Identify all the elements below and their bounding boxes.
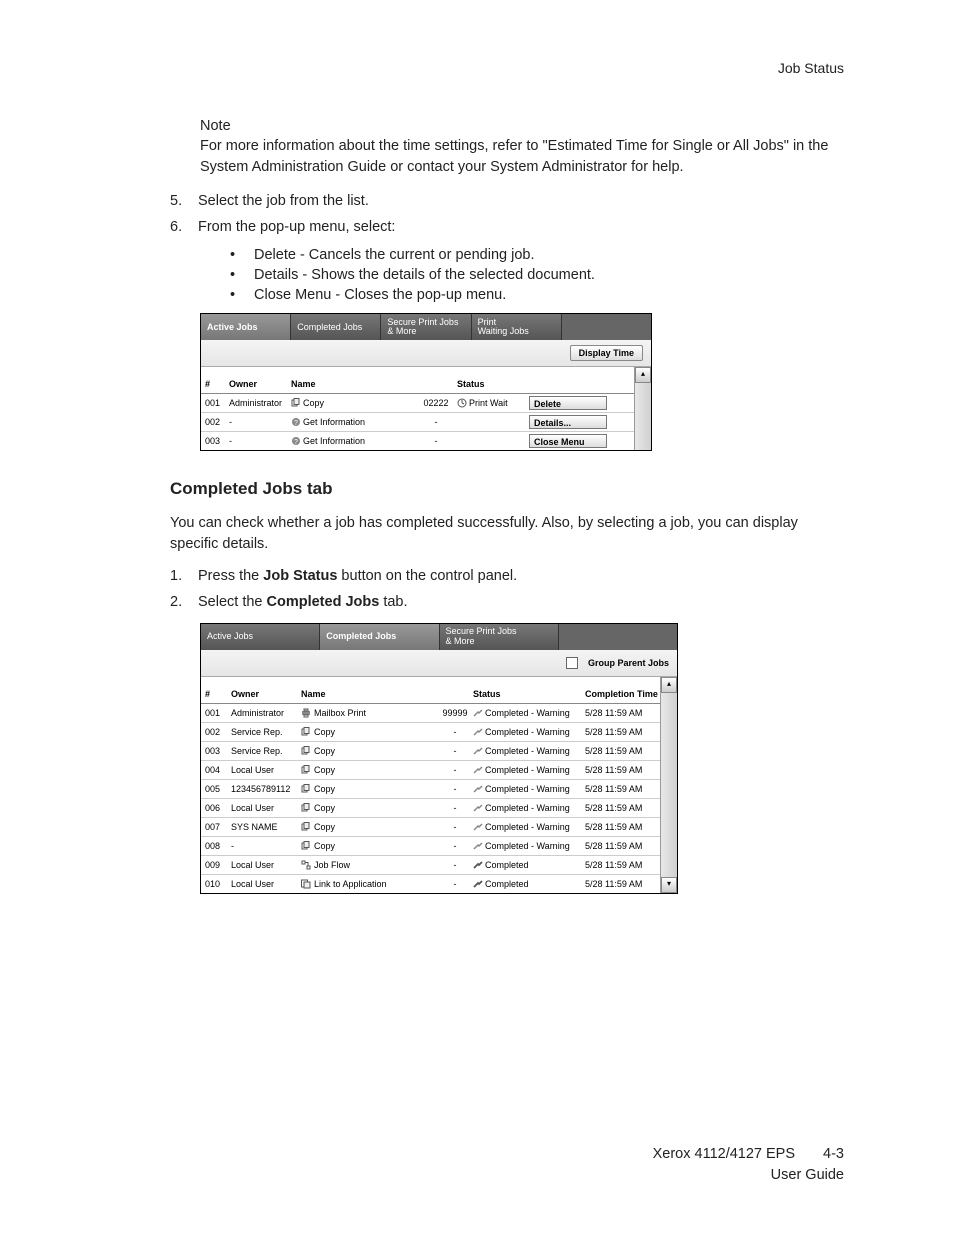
scroll-down-icon[interactable]: ▾ xyxy=(661,877,677,893)
bullet-item: •Close Menu - Closes the pop-up menu. xyxy=(230,287,844,303)
section-intro: You can check whether a job has complete… xyxy=(170,513,844,554)
col-hash: # xyxy=(205,379,229,389)
bullet-list-a: •Delete - Cancels the current or pending… xyxy=(230,247,844,303)
ok-icon xyxy=(473,860,483,870)
warn-icon xyxy=(473,841,483,851)
footer-page: 4-3 xyxy=(823,1146,844,1162)
table-row[interactable]: 004Local UserCopy-Completed - Warning5/2… xyxy=(201,760,660,779)
tab-active-jobs[interactable]: Active Jobs xyxy=(201,314,291,340)
table-row[interactable]: 001AdministratorCopy02222Print WaitDelet… xyxy=(201,394,634,412)
table-row[interactable]: 001AdministratorMailbox Print99999Comple… xyxy=(201,704,660,722)
warn-icon xyxy=(473,803,483,813)
step-list-b: 1.Press the Job Status button on the con… xyxy=(170,566,844,613)
screenshot-completed-jobs: Active JobsCompleted JobsSecure Print Jo… xyxy=(200,623,678,894)
note-text: For more information about the time sett… xyxy=(200,136,844,177)
warn-icon xyxy=(473,822,483,832)
step-item: 6.From the pop-up menu, select: xyxy=(170,217,844,237)
table-row[interactable]: 008-Copy-Completed - Warning5/28 11:59 A… xyxy=(201,836,660,855)
col-status: Status xyxy=(457,379,529,389)
tab-active-jobs[interactable]: Active Jobs xyxy=(201,624,320,650)
table-row[interactable]: 002Service Rep.Copy-Completed - Warning5… xyxy=(201,722,660,741)
printwait-icon xyxy=(457,398,467,408)
tab-secure-print-jobs[interactable]: Secure Print Jobs & More xyxy=(440,624,559,650)
printer-icon xyxy=(301,708,311,718)
table-row[interactable]: 002-?Get Information-Details... xyxy=(201,412,634,431)
svg-text:?: ? xyxy=(294,420,298,427)
tab-completed-jobs[interactable]: Completed Jobs xyxy=(291,314,381,340)
ok-icon xyxy=(473,879,483,889)
scrollbar[interactable]: ▴ xyxy=(634,367,651,450)
col-time: Completion Time xyxy=(585,689,659,699)
bullet-item: •Details - Shows the details of the sele… xyxy=(230,267,844,283)
col-owner: Owner xyxy=(229,379,291,389)
col-name: Name xyxy=(301,689,437,699)
tab-print[interactable]: Print Waiting Jobs xyxy=(472,314,562,340)
copy-icon xyxy=(301,822,311,832)
copy-icon xyxy=(301,784,311,794)
table-row[interactable]: 003-?Get Information-Close Menu xyxy=(201,431,634,450)
copy-icon xyxy=(301,727,311,737)
bullet-item: •Delete - Cancels the current or pending… xyxy=(230,247,844,263)
table-row[interactable]: 009Local UserJob Flow-Completed5/28 11:5… xyxy=(201,855,660,874)
tab-secure-print-jobs[interactable]: Secure Print Jobs & More xyxy=(381,314,471,340)
scroll-up-icon[interactable]: ▴ xyxy=(635,367,651,383)
section-heading: Completed Jobs tab xyxy=(170,479,844,499)
popup-menu-item[interactable]: Details... xyxy=(529,415,607,429)
note-label: Note xyxy=(200,116,844,136)
warn-icon xyxy=(473,765,483,775)
col-hash: # xyxy=(205,689,231,699)
display-time-button[interactable]: Display Time xyxy=(570,345,643,361)
scroll-up-icon[interactable]: ▴ xyxy=(661,677,677,693)
copy-icon xyxy=(301,746,311,756)
table-row[interactable]: 007SYS NAMECopy-Completed - Warning5/28 … xyxy=(201,817,660,836)
flow-icon xyxy=(301,860,311,870)
popup-menu-item[interactable]: Close Menu xyxy=(529,434,607,448)
warn-icon xyxy=(473,727,483,737)
table-row[interactable]: 006Local UserCopy-Completed - Warning5/2… xyxy=(201,798,660,817)
warn-icon xyxy=(473,746,483,756)
col-name: Name xyxy=(291,379,415,389)
info-icon: ? xyxy=(291,436,301,446)
group-parent-checkbox[interactable] xyxy=(566,657,578,669)
copy-icon xyxy=(301,765,311,775)
step-item: 5.Select the job from the list. xyxy=(170,191,844,211)
warn-icon xyxy=(473,708,483,718)
group-parent-label: Group Parent Jobs xyxy=(588,658,669,668)
screenshot-active-jobs: Active JobsCompleted JobsSecure Print Jo… xyxy=(200,313,652,451)
footer-guide: User Guide xyxy=(653,1165,844,1185)
table-row[interactable]: 005123456789112Copy-Completed - Warning5… xyxy=(201,779,660,798)
tab-completed-jobs[interactable]: Completed Jobs xyxy=(320,624,439,650)
copy-icon xyxy=(301,841,311,851)
step-item: 1.Press the Job Status button on the con… xyxy=(170,566,844,586)
note-block: Note For more information about the time… xyxy=(200,116,844,177)
table-row[interactable]: 010Local UserLink to Application-Complet… xyxy=(201,874,660,893)
step-list-a: 5.Select the job from the list. 6.From th… xyxy=(170,191,844,238)
step-item: 2.Select the Completed Jobs tab. xyxy=(170,592,844,612)
page-header: Job Status xyxy=(170,60,844,76)
col-owner: Owner xyxy=(231,689,301,699)
page-footer: Xerox 4112/4127 EPS 4-3 User Guide xyxy=(653,1144,844,1185)
footer-product: Xerox 4112/4127 EPS xyxy=(653,1146,795,1162)
col-status: Status xyxy=(473,689,585,699)
tab-blank xyxy=(559,624,677,650)
warn-icon xyxy=(473,784,483,794)
popup-menu-item[interactable]: Delete xyxy=(529,396,607,410)
svg-text:?: ? xyxy=(294,439,298,446)
tab-blank xyxy=(562,314,651,340)
link-icon xyxy=(301,879,311,889)
scrollbar[interactable]: ▴ ▾ xyxy=(660,677,677,893)
copy-icon xyxy=(291,398,301,408)
table-row[interactable]: 003Service Rep.Copy-Completed - Warning5… xyxy=(201,741,660,760)
copy-icon xyxy=(301,803,311,813)
info-icon: ? xyxy=(291,417,301,427)
